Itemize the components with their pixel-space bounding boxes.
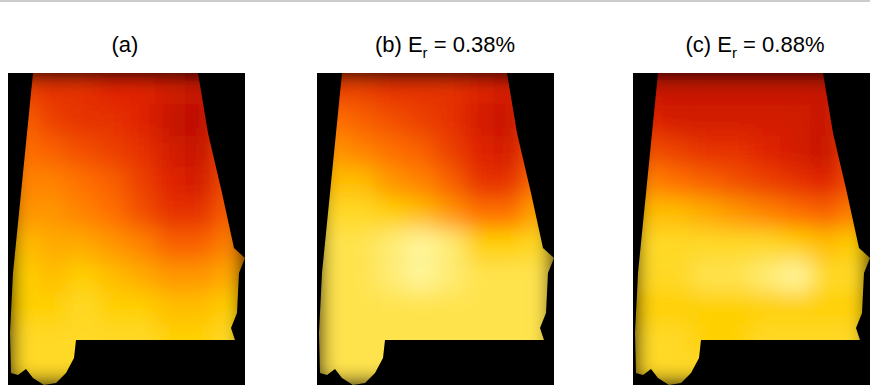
svg-text:(c) Er = 0.88%: (c) Er = 0.88%	[686, 32, 825, 61]
svg-text:(a): (a)	[112, 32, 139, 57]
svg-text:(b) Er = 0.38%: (b) Er = 0.38%	[375, 32, 515, 61]
